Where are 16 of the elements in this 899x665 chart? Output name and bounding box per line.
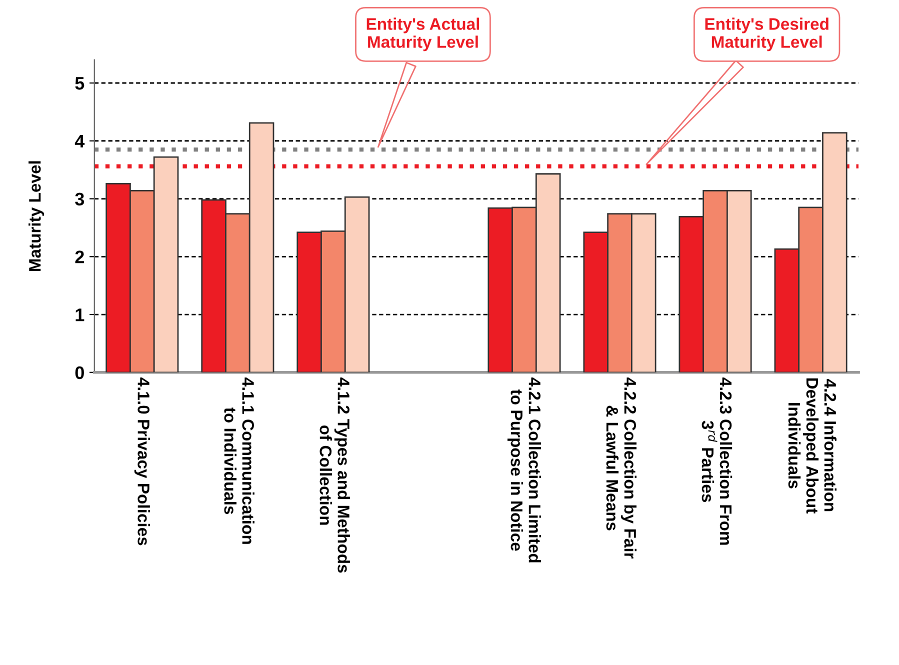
- x-tick-label: 4.2.1 Collection Limited to Purpose in Notice: [507, 378, 541, 562]
- x-tick-label: 4.1.2 Types and Methods of Collection: [320, 378, 350, 573]
- y-tick-label: 2: [75, 250, 84, 264]
- x-tick-label: 4.2.4 Information Developed About Individuals: [788, 378, 837, 514]
- x-tick-label: 4.1.1 Communication to Individuals: [224, 378, 254, 544]
- text: Entity's Desired Maturity Level: [705, 18, 828, 52]
- y-tick-label: 5: [75, 77, 84, 90]
- text: Entity's Actual Maturity Level: [366, 18, 480, 52]
- x-tick-label: 4.2.2 Collection by Fair & Lawful Means: [606, 378, 636, 559]
- y-tick-label: 1: [76, 308, 84, 322]
- x-tick-label: 4.2.3 Collection From 3$^{rd}$ Parties: [702, 378, 732, 545]
- y-tick-label: 0: [75, 366, 84, 380]
- y-axis-title: Maturity Level: [28, 161, 44, 272]
- y-tick-label: 4: [74, 135, 85, 148]
- x-tick-label: 4.1.0 Privacy Policies: [134, 378, 150, 546]
- y-tick-label: 3: [75, 192, 84, 206]
